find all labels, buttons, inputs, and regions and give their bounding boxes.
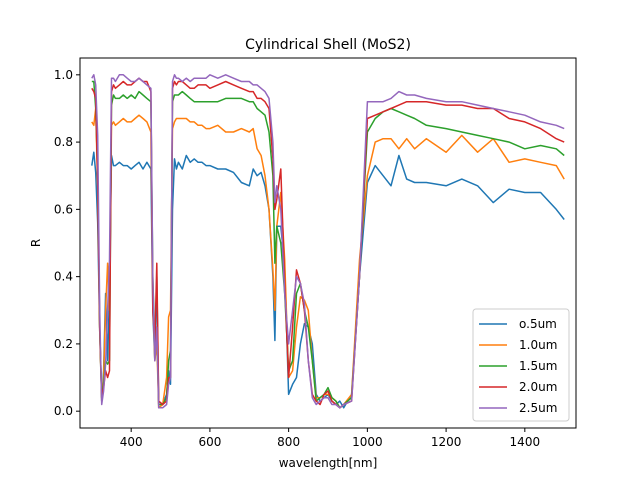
plot-area (79, 57, 577, 429)
y-tick-label: 0.0 (54, 404, 73, 418)
x-tick-label: 400 (120, 435, 143, 449)
y-tick-label: 0.2 (54, 337, 73, 351)
y-tick-label: 1.0 (54, 68, 73, 82)
x-tick-label: 1200 (431, 435, 462, 449)
series-line-0 (91, 151, 565, 409)
x-tick-label: 600 (198, 435, 221, 449)
series-line-2 (91, 80, 565, 409)
legend-frame (472, 308, 570, 422)
legend: o.5um 1.0um 1.5um 2.0um 2.5um (472, 308, 570, 422)
legend-label-3: 2.0um (519, 380, 557, 394)
x-axis-label: wavelength[nm] (279, 456, 378, 470)
x-axis: 400 600 800 1000 1200 1400 (120, 428, 540, 449)
legend-label-0: o.5um (519, 317, 557, 331)
x-tick-label: 1000 (352, 435, 383, 449)
y-tick-label: 0.8 (54, 135, 73, 149)
y-axis: 0.0 0.2 0.4 0.6 0.8 1.0 (54, 68, 80, 418)
y-tick-label: 0.6 (54, 202, 73, 216)
x-tick-label: 800 (277, 435, 300, 449)
x-tick-label: 1400 (510, 435, 541, 449)
y-tick-label: 0.4 (54, 270, 73, 284)
series-line-1 (91, 107, 565, 409)
legend-label-4: 2.5um (519, 401, 557, 415)
series-line-3 (91, 77, 565, 409)
series-group (91, 74, 565, 409)
chart-title: Cylindrical Shell (MoS2) (245, 37, 411, 53)
legend-label-1: 1.0um (519, 338, 557, 352)
legend-label-2: 1.5um (519, 359, 557, 373)
series-line-4 (91, 74, 565, 409)
plot-frame (79, 57, 577, 429)
y-axis-label: R (29, 239, 43, 247)
